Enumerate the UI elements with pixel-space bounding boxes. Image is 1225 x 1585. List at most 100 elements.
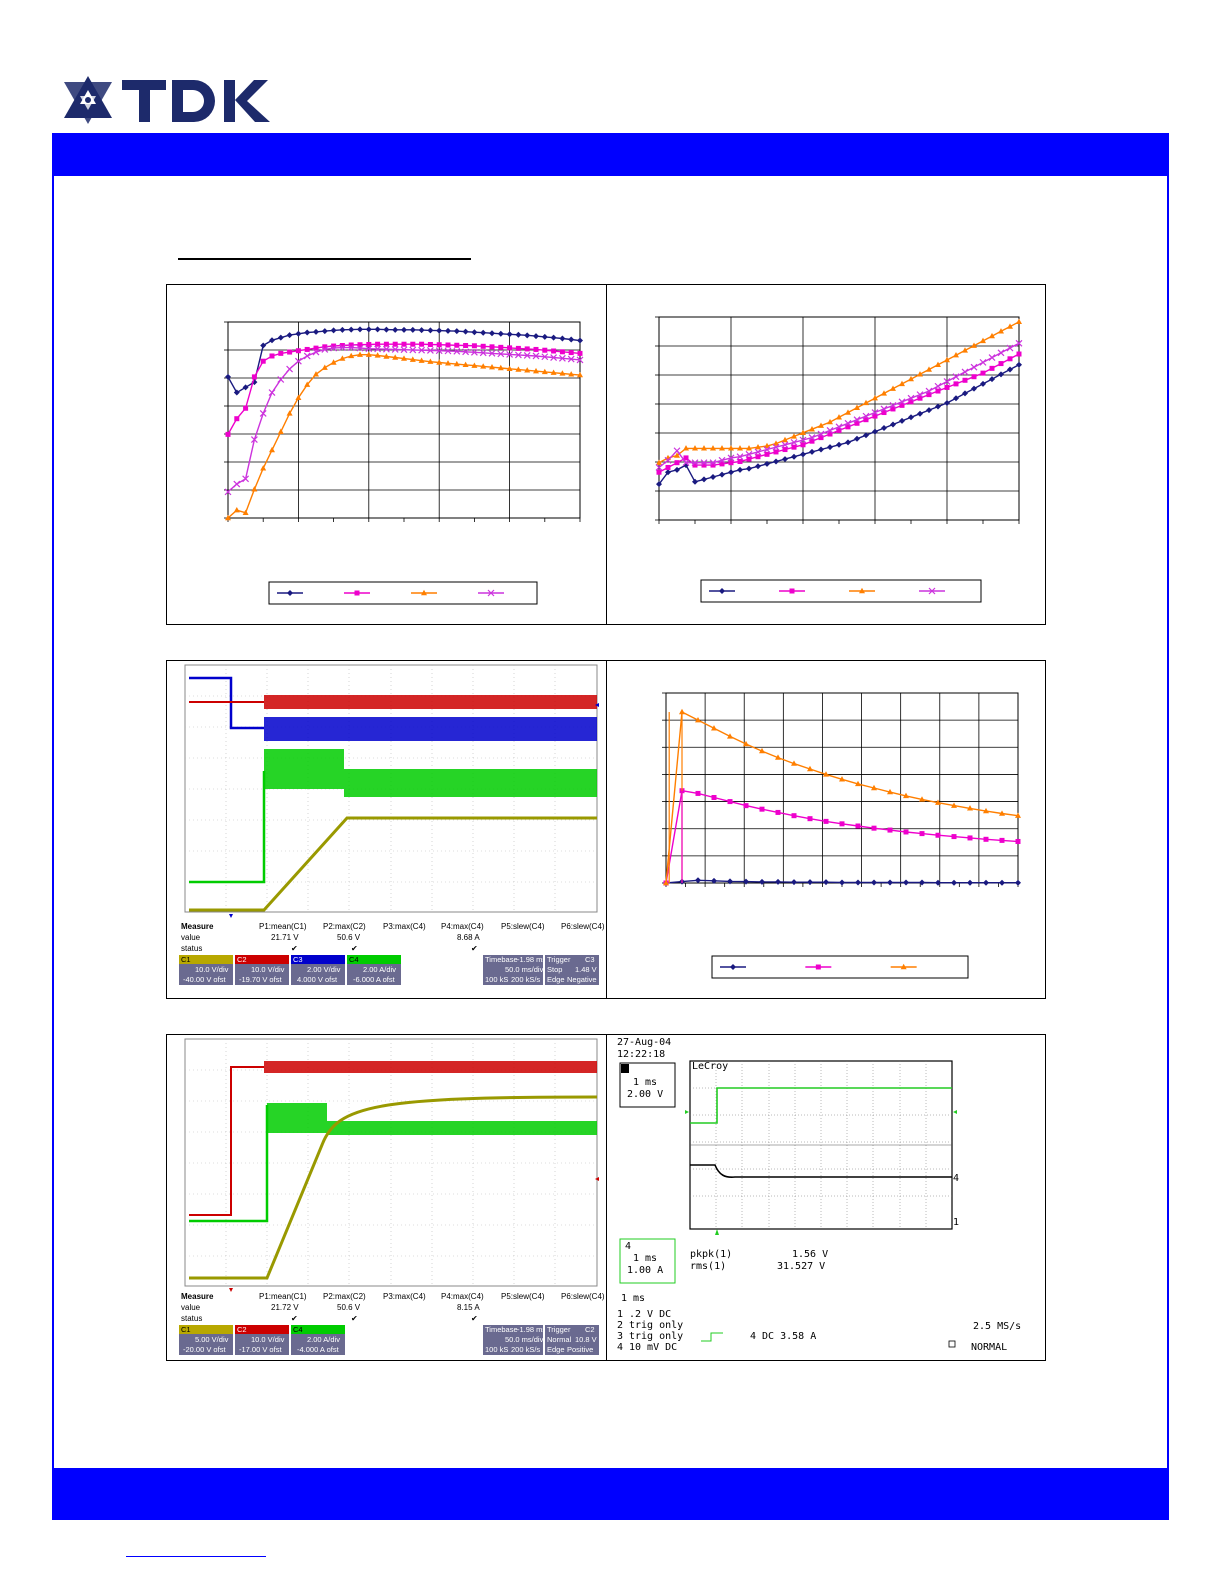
series-2-point xyxy=(871,825,877,831)
series-1-point xyxy=(899,417,905,424)
series-3-point xyxy=(773,440,779,446)
svg-text:50.0 ms/div: 50.0 ms/div xyxy=(505,1335,544,1344)
series-3-point xyxy=(453,360,460,367)
series-4-point xyxy=(979,358,987,366)
footer-link-underline[interactable] xyxy=(126,1556,266,1557)
svg-text:200 kS/s: 200 kS/s xyxy=(511,1345,540,1354)
series-2-point xyxy=(498,344,504,350)
series-2-point xyxy=(971,374,977,380)
series-4-point xyxy=(576,356,584,364)
series-4-point xyxy=(925,387,933,395)
series-3-point xyxy=(926,366,932,372)
series-2-point xyxy=(1015,838,1021,844)
series-3-point xyxy=(383,353,390,359)
lecroy-time: 12:22:18 xyxy=(617,1049,665,1060)
series-3-point xyxy=(839,776,845,782)
series-3-point xyxy=(663,879,669,886)
svg-text:Positive: Positive xyxy=(567,1345,593,1354)
scope1-measure-table: Measure P1:mean(C1) P2:max(C2) P3:max(C4… xyxy=(181,922,605,953)
series-4-point xyxy=(691,459,699,467)
series-2-point xyxy=(480,343,486,349)
scope2-trace-red xyxy=(189,1061,597,1216)
series-3 xyxy=(225,351,583,521)
series-2-point xyxy=(507,345,513,351)
series-2-point xyxy=(890,406,896,412)
series-2-point xyxy=(854,420,860,426)
svg-text:200 kS/s: 200 kS/s xyxy=(511,975,540,984)
series-4-point xyxy=(497,350,505,358)
svg-text:2: 2 xyxy=(617,1320,623,1331)
series-3-point xyxy=(269,446,275,453)
series-3-point xyxy=(746,445,752,451)
legend-item-1 xyxy=(709,588,735,594)
series-1-point xyxy=(480,329,487,336)
svg-text:C4: C4 xyxy=(293,1325,303,1334)
chart-cell-3 xyxy=(607,661,1045,998)
scope2-trace-olive xyxy=(189,1095,598,1280)
legend-marker-4 xyxy=(487,589,495,597)
svg-text:1: 1 xyxy=(953,1217,959,1228)
series-2-point xyxy=(845,424,851,430)
series-1-point xyxy=(791,453,797,460)
series-2-point xyxy=(711,795,717,800)
svg-text:-17.00 V ofst: -17.00 V ofst xyxy=(239,1345,282,1354)
series-2-point xyxy=(524,346,530,352)
series-1-point xyxy=(533,333,539,340)
svg-text:P6:slew(C4): P6:slew(C4) xyxy=(561,1292,605,1301)
series-4-point xyxy=(338,344,346,352)
series-1-point xyxy=(277,334,284,341)
series-4-point xyxy=(277,376,285,383)
series-3-point xyxy=(743,740,749,747)
series-4-point xyxy=(382,345,390,353)
legend-marker-2 xyxy=(354,590,360,596)
scope1-value-4: 8.68 A xyxy=(457,933,480,942)
svg-text:4: 4 xyxy=(953,1173,959,1184)
lecroy-trig-info: 4 DC 3.58 A xyxy=(750,1331,816,1342)
svg-text:1.48 V: 1.48 V xyxy=(575,965,597,974)
series-1-point xyxy=(983,879,989,886)
series-1-point xyxy=(692,478,698,485)
series-4-point xyxy=(330,344,338,352)
series-1-point xyxy=(242,384,249,391)
series-3-point xyxy=(313,371,319,377)
series-3-point xyxy=(674,452,680,458)
svg-text:C3: C3 xyxy=(293,955,303,964)
scope1-measure-header-3: P3:max(C4) xyxy=(383,922,426,931)
series-3-point xyxy=(427,358,434,364)
series-1-point xyxy=(445,327,451,334)
series-2-point xyxy=(577,350,583,356)
series-3-point xyxy=(855,780,861,787)
series-3-point xyxy=(497,364,504,371)
series-2-point xyxy=(903,829,909,835)
svg-text:Negative: Negative xyxy=(567,975,597,984)
series-2-point xyxy=(775,809,781,815)
series-4-point xyxy=(242,475,250,483)
legend-item-2 xyxy=(805,964,832,970)
series-2-point xyxy=(251,374,257,380)
legend-marker-2 xyxy=(789,588,795,594)
series-1-point xyxy=(836,441,842,448)
series-1-point xyxy=(418,327,425,334)
svg-text:status: status xyxy=(181,1314,202,1323)
svg-text:1 ms: 1 ms xyxy=(633,1077,657,1088)
series-1-point xyxy=(743,878,749,885)
series-2-point xyxy=(225,431,231,437)
series-3-point xyxy=(480,363,487,369)
scope1-trace-olive xyxy=(189,816,597,912)
series-1-point xyxy=(409,326,416,333)
series-2-point xyxy=(533,346,539,352)
svg-text:P3:max(C4): P3:max(C4) xyxy=(383,1292,426,1301)
legend-item-1 xyxy=(720,964,746,970)
svg-text:50.6 V: 50.6 V xyxy=(337,1303,361,1312)
series-3-point xyxy=(759,747,765,754)
series-1-point xyxy=(286,332,293,339)
svg-text:1: 1 xyxy=(617,1309,623,1320)
series-4-point xyxy=(250,436,258,444)
series-3-point xyxy=(845,409,851,415)
series-1-point xyxy=(550,334,557,341)
chart-legend xyxy=(700,579,982,603)
series-1-point xyxy=(782,456,788,463)
series-1-point xyxy=(559,335,566,342)
series-4-point xyxy=(862,412,870,420)
series-1-point xyxy=(854,435,860,442)
